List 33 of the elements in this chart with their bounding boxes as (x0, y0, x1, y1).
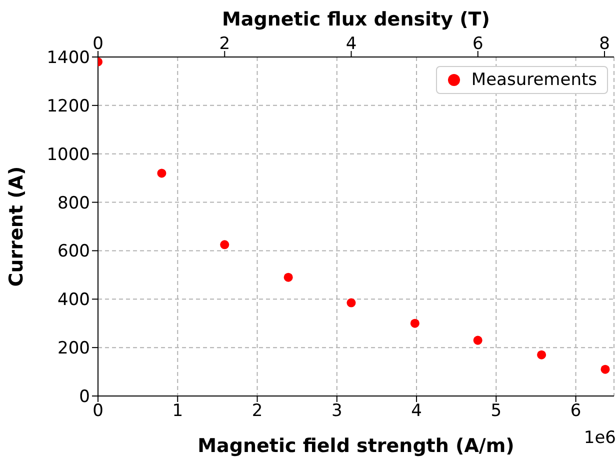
point (600, 364, 610, 374)
y-tick-label: 1400 (46, 48, 90, 68)
y-tick-label: 1000 (46, 144, 90, 165)
text: 1e6 (584, 428, 616, 448)
y-tick-label: 200 (58, 338, 90, 359)
y-tick-label: 0 (79, 387, 90, 408)
x-tick-label: 2 (252, 401, 263, 422)
point (220, 240, 230, 250)
x-tick-label: 0 (92, 401, 104, 422)
x2-tick-label: 6 (472, 34, 484, 54)
y-axis-title: Current (A) (6, 166, 28, 287)
point (410, 318, 420, 328)
legend-label: Measurements (471, 70, 597, 90)
x2-tick-label: 2 (219, 34, 230, 54)
y-tick-label: 800 (58, 193, 90, 214)
y-tick-label: 600 (58, 242, 90, 262)
y-tick-label: 1200 (46, 96, 90, 116)
x2-tick-label: 8 (599, 34, 610, 54)
point (473, 336, 482, 345)
x-tick-label: 4 (411, 401, 422, 422)
point (284, 272, 293, 282)
point (537, 350, 546, 360)
x2-tick-label: 4 (346, 34, 357, 54)
point (157, 168, 166, 178)
x-axis-title: Magnetic field strength (A/m) (198, 435, 514, 457)
y-tick-label: 400 (58, 290, 90, 310)
x-tick-label: 5 (490, 401, 502, 422)
point (346, 298, 356, 308)
x-tick-label: 1 (172, 401, 184, 422)
x-tick-label: 6 (570, 401, 582, 422)
x2-axis-title: Magnetic flux density (T) (222, 8, 490, 30)
x-tick-label: 3 (331, 401, 342, 422)
x2-tick-label: 0 (92, 34, 104, 54)
